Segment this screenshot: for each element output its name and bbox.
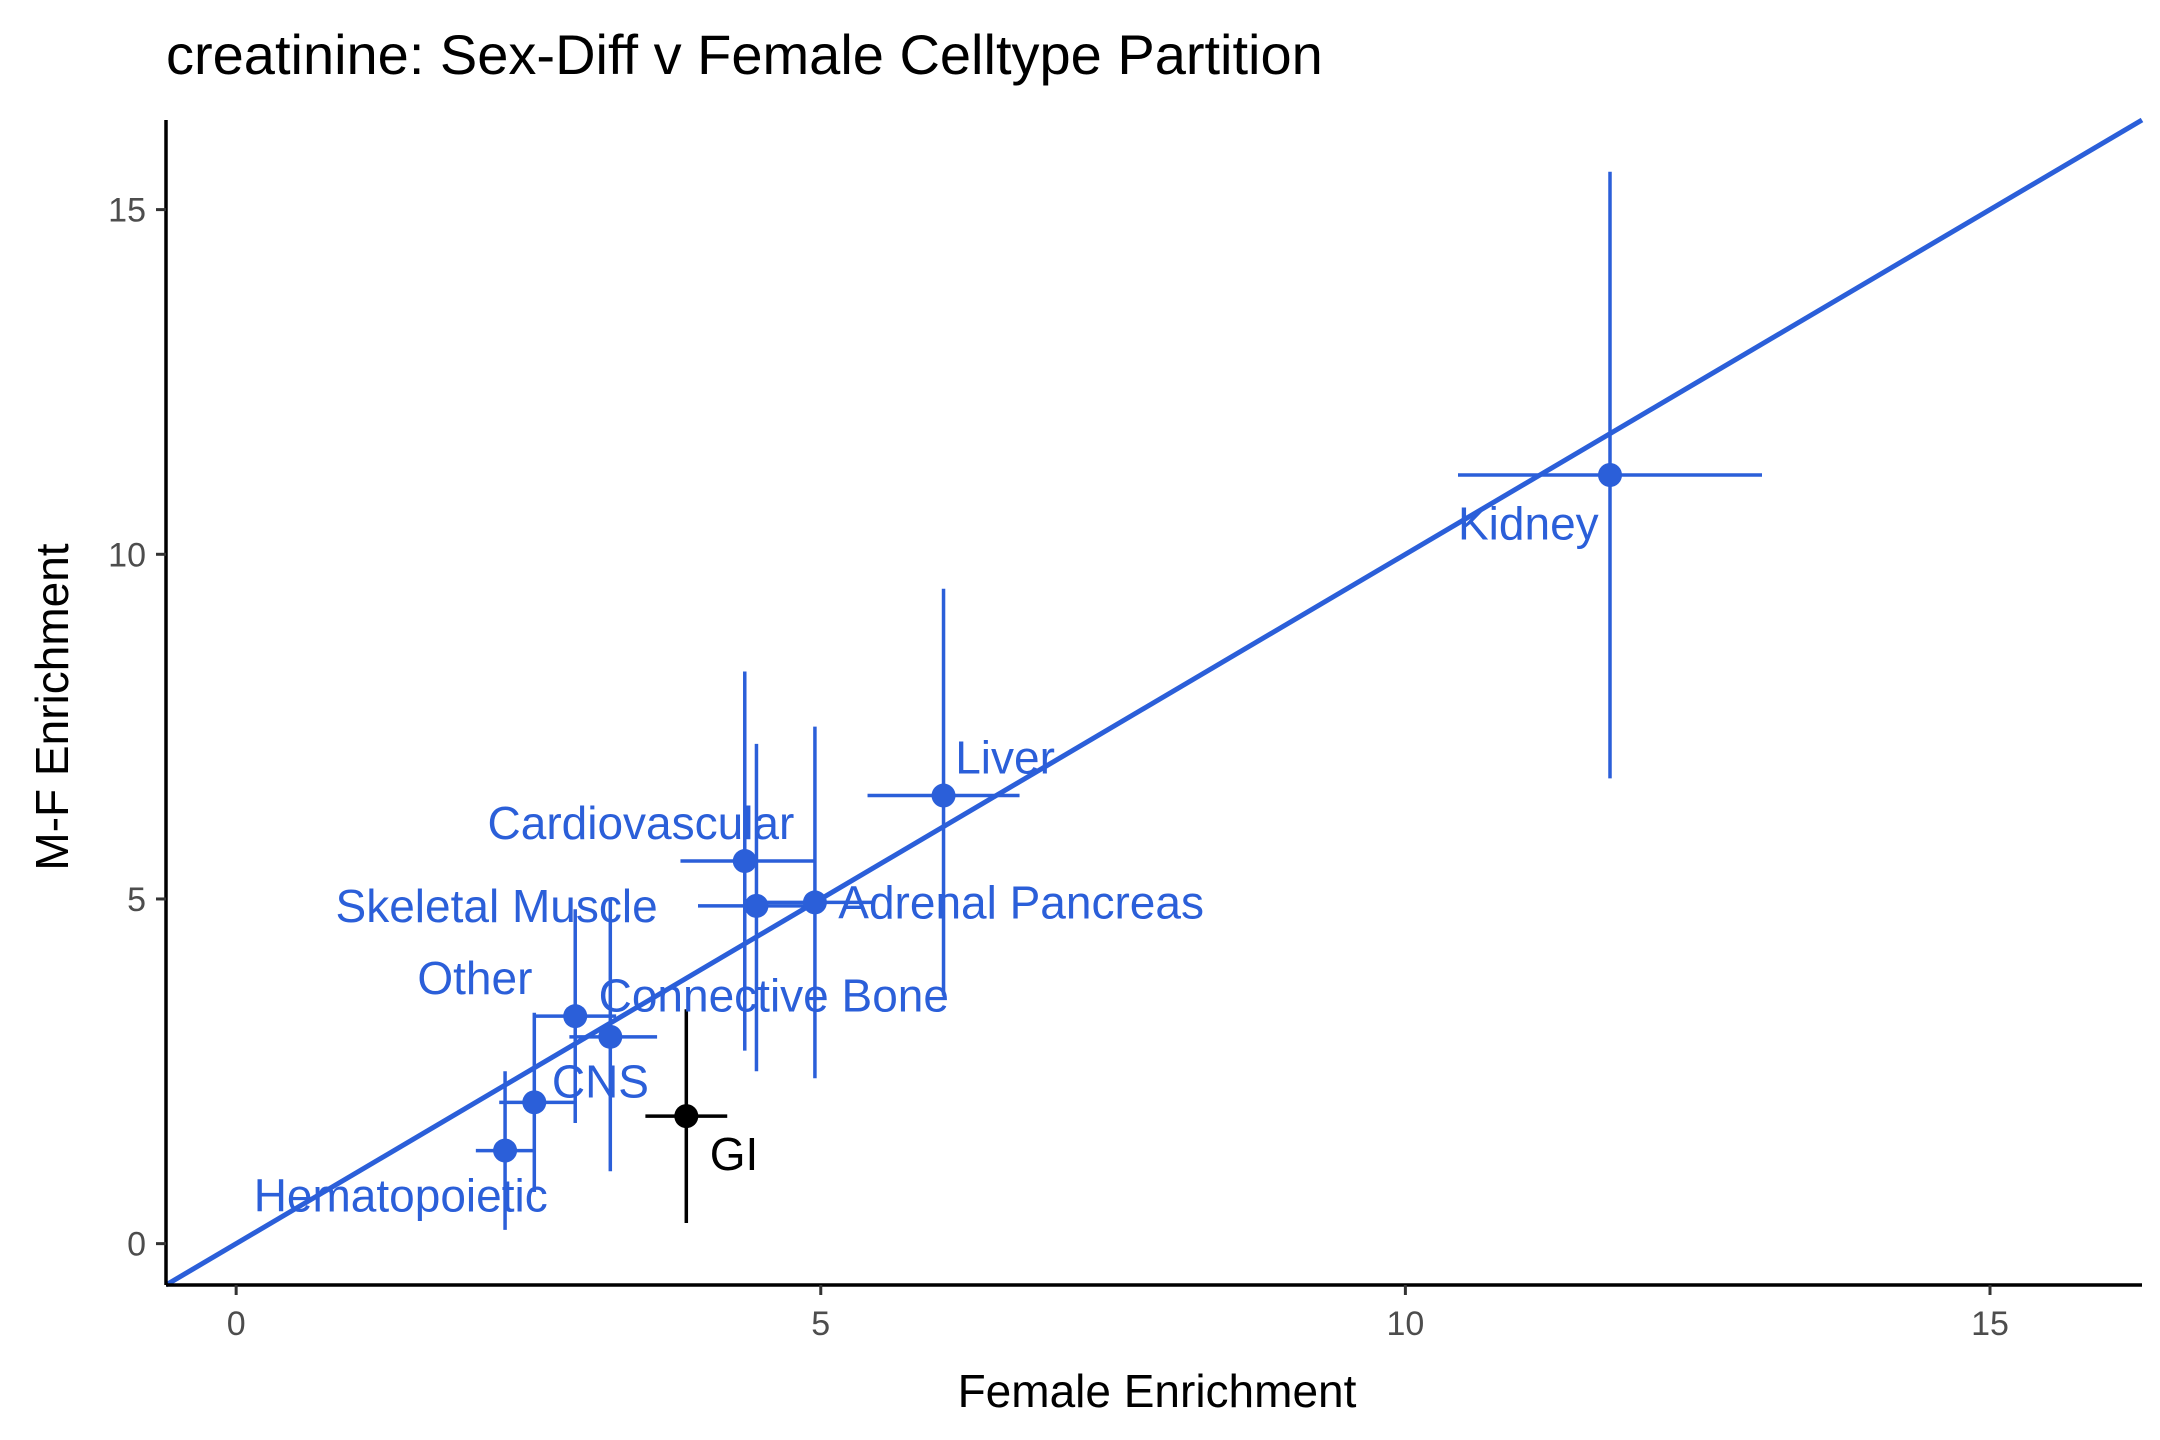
x-axis-title: Female Enrichment — [958, 1365, 1357, 1417]
plot-area: Kidney Liver Cardiovascular Skeletal Muscle… — [164, 117, 2144, 1288]
point-label-cns: CNS — [552, 1056, 649, 1108]
y-axis-ticks: 0 5 10 15 — [108, 192, 166, 1264]
point-label-gi: GI — [710, 1128, 759, 1180]
x-tick-label: 0 — [227, 1305, 246, 1343]
y-tick-label: 5 — [127, 881, 146, 919]
x-tick-label: 10 — [1386, 1305, 1424, 1343]
point-kidney — [1598, 463, 1622, 488]
point-label-liver: Liver — [955, 732, 1055, 784]
chart-title: creatinine: Sex-Diff v Female Celltype P… — [166, 23, 1323, 86]
point-label-adrenal-pancreas: Adrenal Pancreas — [838, 876, 1204, 928]
point-gi — [674, 1104, 699, 1129]
point-label-connective-bone: Connective Bone — [599, 969, 949, 1021]
point-liver — [931, 783, 956, 808]
point-label-hematopoietic: Hematopoietic — [254, 1169, 548, 1221]
y-tick-label: 15 — [108, 192, 146, 230]
point-label-skeletal-muscle: Skeletal Muscle — [336, 880, 658, 932]
point-label-other: Other — [417, 952, 532, 1004]
point-connective-bone — [598, 1024, 623, 1049]
y-tick-label: 10 — [108, 536, 146, 574]
point-cns — [522, 1090, 547, 1115]
x-tick-label: 15 — [1971, 1305, 2009, 1343]
point-cardiovascular — [732, 849, 757, 874]
point-label-cardiovascular: Cardiovascular — [488, 797, 795, 849]
point-label-kidney: Kidney — [1458, 497, 1599, 549]
point-skeletal-muscle — [744, 893, 769, 918]
point-other — [563, 1004, 588, 1029]
x-axis-ticks: 0 5 10 15 — [227, 1285, 2009, 1343]
y-tick-label: 0 — [127, 1226, 146, 1264]
point-adrenal-pancreas — [802, 890, 827, 915]
y-axis-title: M-F Enrichment — [26, 543, 78, 870]
x-tick-label: 5 — [811, 1305, 830, 1343]
reference-line — [164, 117, 2144, 1288]
point-hematopoietic — [493, 1138, 518, 1163]
